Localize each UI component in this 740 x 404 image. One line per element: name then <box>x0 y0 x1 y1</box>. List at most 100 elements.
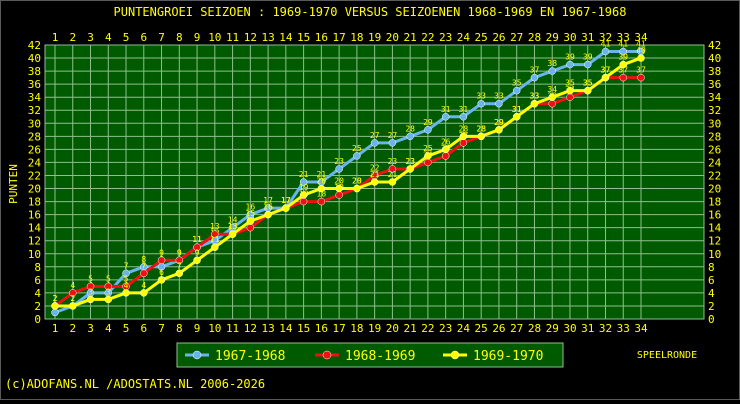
data-point <box>512 113 521 121</box>
data-point <box>86 282 95 291</box>
data-label: 21 <box>370 170 380 179</box>
y-tick-label-left: 20 <box>28 183 41 196</box>
x-tick-label-top: 12 <box>244 31 257 44</box>
x-tick-label-top: 28 <box>528 31 541 44</box>
data-point <box>477 99 485 108</box>
data-label: 4 <box>141 281 146 290</box>
y-tick-label-right: 28 <box>708 130 721 143</box>
legend-label: 1968-1969 <box>345 349 415 364</box>
y-tick-label-left: 42 <box>28 39 41 52</box>
y-tick-label-right: 24 <box>708 156 722 169</box>
y-tick-label-left: 22 <box>28 169 41 182</box>
x-tick-label-bottom: 26 <box>492 322 505 335</box>
data-label: 22 <box>370 163 380 172</box>
data-point <box>388 178 397 186</box>
data-point <box>477 132 485 141</box>
data-label: 31 <box>441 105 451 114</box>
data-label: 5 <box>106 274 111 283</box>
x-tick-label-top: 13 <box>261 31 274 44</box>
data-label: 37 <box>636 66 646 75</box>
data-point <box>264 210 272 219</box>
data-point <box>424 158 432 167</box>
data-point <box>388 139 397 147</box>
data-point <box>406 132 414 141</box>
y-tick-label-right: 12 <box>708 235 721 248</box>
x-tick-label-bottom: 14 <box>279 322 293 335</box>
data-point <box>193 256 201 265</box>
x-tick-label-bottom: 15 <box>297 322 310 335</box>
x-tick-label-bottom: 4 <box>105 322 112 335</box>
x-tick-label-bottom: 23 <box>439 322 452 335</box>
x-tick-label-bottom: 24 <box>457 322 471 335</box>
y-tick-label-right: 26 <box>708 143 721 156</box>
data-label: 37 <box>601 66 611 75</box>
y-tick-label-left: 12 <box>28 235 41 248</box>
legend-swatch-marker <box>192 350 202 360</box>
data-point <box>619 47 627 56</box>
x-tick-label-bottom: 34 <box>634 322 648 335</box>
y-tick-label-right: 6 <box>708 274 715 287</box>
y-tick-label-left: 32 <box>28 104 41 117</box>
data-label: 11 <box>192 235 202 244</box>
data-label: 23 <box>405 157 415 166</box>
x-tick-label-bottom: 18 <box>350 322 363 335</box>
y-tick-label-right: 38 <box>708 65 721 78</box>
data-label: 23 <box>334 157 344 166</box>
data-label: 28 <box>476 124 486 133</box>
data-point <box>335 191 343 199</box>
data-label: 38 <box>547 59 557 68</box>
data-point <box>193 243 201 251</box>
data-point <box>566 86 574 95</box>
data-point <box>104 282 113 291</box>
x-tick-label-bottom: 20 <box>386 322 399 335</box>
x-tick-label-bottom: 28 <box>528 322 541 335</box>
y-tick-label-left: 26 <box>28 143 41 156</box>
x-tick-label-bottom: 7 <box>158 322 165 335</box>
data-point <box>512 86 521 95</box>
data-label: 21 <box>317 170 327 179</box>
x-tick-label-top: 27 <box>510 31 523 44</box>
x-tick-label-bottom: 3 <box>87 322 94 335</box>
y-tick-label-right: 0 <box>708 313 715 326</box>
y-tick-label-left: 4 <box>34 287 41 300</box>
data-label: 16 <box>263 203 273 212</box>
x-tick-label-top: 31 <box>581 31 594 44</box>
data-point <box>583 60 592 69</box>
data-point <box>69 302 77 310</box>
data-point <box>353 152 361 160</box>
y-tick-label-right: 20 <box>708 183 721 196</box>
x-tick-label-top: 22 <box>421 31 434 44</box>
data-label: 34 <box>547 85 557 94</box>
data-label: 28 <box>405 124 415 133</box>
data-point <box>619 60 627 69</box>
data-label: 28 <box>476 124 486 133</box>
x-tick-label-top: 4 <box>105 31 112 44</box>
data-point <box>246 217 255 225</box>
y-tick-label-left: 30 <box>28 117 41 130</box>
y-tick-label-right: 8 <box>708 261 715 274</box>
data-point <box>424 126 432 134</box>
data-point <box>406 165 414 173</box>
data-label: 15 <box>246 209 256 218</box>
data-label: 19 <box>299 183 309 192</box>
data-label: 5 <box>88 274 93 283</box>
x-tick-label-top: 21 <box>404 31 417 44</box>
y-tick-label-left: 8 <box>34 261 41 274</box>
y-tick-label-left: 18 <box>28 196 41 209</box>
data-point <box>228 230 237 238</box>
x-tick-label-bottom: 12 <box>244 322 257 335</box>
data-point <box>69 289 77 297</box>
y-tick-label-right: 4 <box>708 287 715 300</box>
data-point <box>441 113 450 121</box>
data-point <box>335 184 343 193</box>
data-label: 8 <box>141 255 146 264</box>
x-tick-label-top: 25 <box>475 31 488 44</box>
data-label: 20 <box>317 177 327 186</box>
x-tick-label-bottom: 2 <box>69 322 76 335</box>
data-label: 35 <box>583 79 593 88</box>
y-tick-label-right: 42 <box>708 39 721 52</box>
y-tick-label-left: 16 <box>28 209 41 222</box>
data-point <box>583 86 592 95</box>
